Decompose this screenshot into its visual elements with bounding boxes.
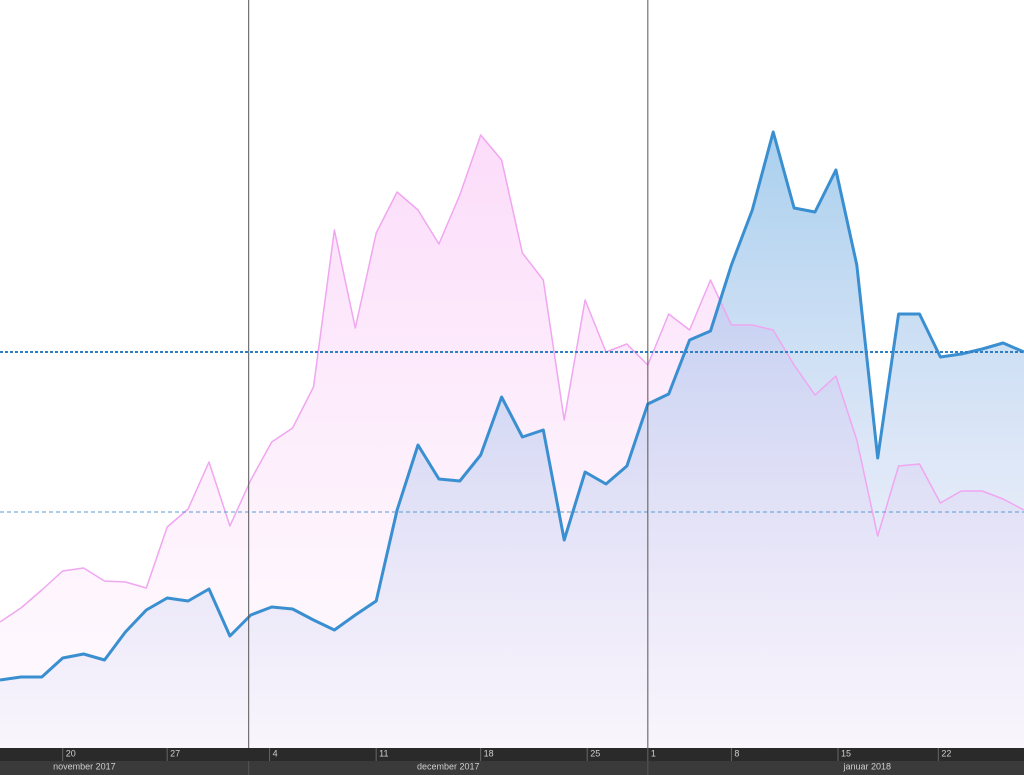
x-tick-label: 20 <box>66 748 76 758</box>
month-label: januar 2018 <box>842 761 891 771</box>
x-tick-label: 11 <box>379 748 388 758</box>
x-tick-label: 8 <box>734 748 739 758</box>
month-label: november 2017 <box>53 761 116 771</box>
x-tick-label: 1 <box>651 748 656 758</box>
series-line <box>0 130 1024 682</box>
x-tick-label: 15 <box>841 748 851 758</box>
month-strip <box>0 761 1024 775</box>
x-tick-label: 4 <box>273 748 278 758</box>
x-tick-label: 25 <box>590 748 600 758</box>
x-tick-label: 27 <box>170 748 180 758</box>
month-label: december 2017 <box>417 761 480 771</box>
series-line <box>0 134 1024 623</box>
axis-strip <box>0 748 1024 761</box>
x-tick-label: 22 <box>941 748 951 758</box>
x-tick-label: 18 <box>484 748 494 758</box>
area-fill <box>0 132 1024 748</box>
